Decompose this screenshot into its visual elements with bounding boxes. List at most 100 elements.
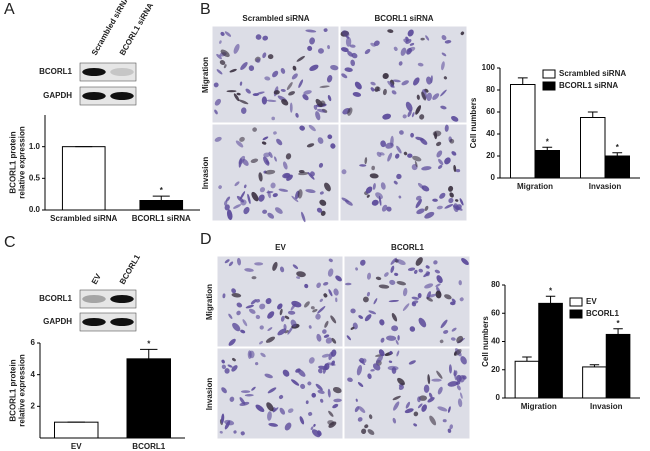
cell (281, 99, 289, 106)
cell (451, 298, 456, 303)
cell (367, 429, 375, 435)
cell (290, 303, 296, 311)
cell (311, 429, 321, 438)
cell (414, 160, 418, 168)
cell (436, 275, 443, 284)
significance-mark: * (617, 319, 621, 328)
cell (225, 196, 231, 202)
cell (254, 262, 264, 266)
cell (438, 158, 444, 166)
cell (240, 390, 251, 393)
cell (277, 328, 287, 336)
cell (443, 76, 448, 80)
cell (287, 310, 296, 315)
cell (272, 193, 278, 198)
cell (327, 268, 334, 277)
cell (220, 31, 225, 36)
cell (259, 187, 266, 193)
cell (440, 105, 447, 110)
cell (221, 359, 225, 364)
cell (417, 182, 425, 189)
cell (332, 403, 339, 409)
cell (251, 191, 259, 202)
cell (284, 422, 292, 431)
cell (398, 61, 403, 66)
cell (335, 297, 338, 303)
cell (344, 67, 353, 72)
cell (449, 192, 454, 198)
cell (287, 408, 294, 414)
blot-band (82, 318, 106, 326)
cell (402, 114, 407, 119)
cell (459, 297, 464, 302)
cell (443, 330, 449, 334)
cell (360, 259, 366, 266)
cell (437, 406, 448, 412)
y-axis-label: Cell numbers (469, 97, 478, 148)
cell (244, 394, 254, 397)
cell (434, 269, 441, 274)
cell (398, 385, 404, 391)
y-tick-label: 80 (491, 280, 500, 289)
cell (375, 276, 382, 281)
cell (405, 36, 409, 42)
cell (457, 398, 463, 408)
bar (126, 358, 171, 439)
cell (223, 64, 227, 69)
cell (401, 80, 409, 86)
cell (247, 193, 251, 204)
cell (437, 164, 443, 169)
significance-mark: * (160, 186, 164, 195)
cell (239, 81, 243, 86)
cell (299, 416, 305, 425)
cell (221, 364, 227, 370)
cell (327, 388, 331, 398)
cell (428, 293, 437, 298)
cell (276, 138, 283, 146)
cell (404, 408, 414, 414)
image-row-label: Invasion (201, 157, 210, 190)
cell (379, 319, 385, 326)
cell (380, 337, 385, 343)
cell (291, 379, 300, 386)
error-bar (587, 111, 598, 118)
cell (347, 377, 353, 382)
y-tick-label: 40 (491, 337, 500, 346)
cell (305, 189, 316, 193)
significance-mark: * (147, 339, 151, 348)
cell (295, 112, 299, 118)
legend-label: BCORL1 (586, 309, 619, 318)
cell (279, 308, 283, 316)
cell (429, 415, 437, 426)
cell (455, 169, 461, 173)
cell (224, 204, 230, 211)
cell (409, 326, 416, 332)
cell (376, 86, 381, 92)
micrograph (211, 25, 340, 124)
micrograph-bg (343, 347, 471, 440)
cell (421, 91, 427, 101)
cell (358, 315, 364, 319)
cell (236, 195, 245, 203)
cell (447, 406, 451, 413)
cell (361, 428, 367, 435)
cell (304, 283, 309, 289)
legend-swatch (542, 69, 556, 79)
cell (402, 287, 408, 297)
cell (418, 317, 427, 328)
cell (326, 75, 333, 83)
cell (431, 378, 442, 382)
cell (398, 195, 402, 199)
cell (371, 199, 379, 206)
cell (384, 272, 389, 277)
cell (266, 99, 277, 102)
cell (412, 155, 422, 162)
cell (301, 211, 306, 223)
cell (319, 199, 327, 206)
cell (274, 207, 283, 214)
blot-strip (79, 289, 137, 309)
cell (324, 182, 331, 192)
blot-band (110, 68, 134, 76)
cell (291, 195, 299, 203)
cell (297, 172, 309, 176)
